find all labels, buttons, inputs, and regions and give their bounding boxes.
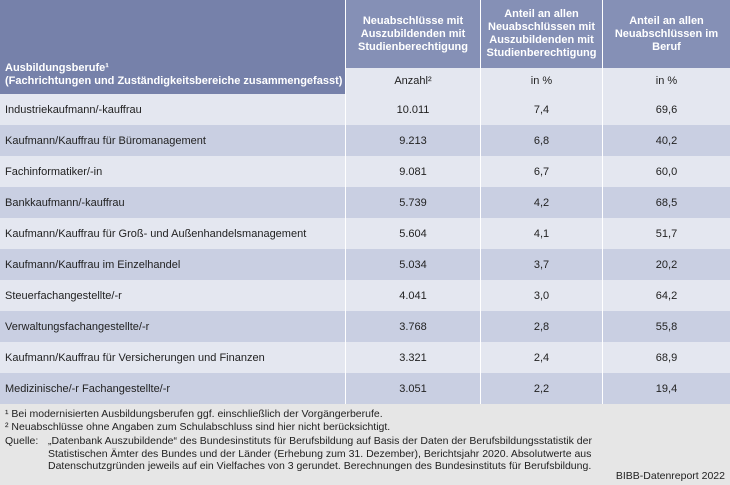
value-cell: 7,4 (480, 94, 602, 125)
value-cell: 4,1 (480, 218, 602, 249)
header-line: Auszubildenden mit (489, 34, 594, 46)
value-cell: 5.739 (345, 187, 480, 218)
value-cell: 9.081 (345, 156, 480, 187)
column-header: Anteil an allen Neuabschlüssen mit Auszubi… (480, 0, 602, 68)
header-line: Anteil an allen (504, 8, 579, 20)
value-cell: 3.051 (345, 373, 480, 404)
value-cell: 20,2 (602, 249, 730, 280)
value-cell: 51,7 (602, 218, 730, 249)
value-cell: 3.768 (345, 311, 480, 342)
value-cell: 2,8 (480, 311, 602, 342)
value-cell: 5.034 (345, 249, 480, 280)
value-cell: 68,9 (602, 342, 730, 373)
value-cell: 5.604 (345, 218, 480, 249)
value-cell: 2,4 (480, 342, 602, 373)
row-label: Kaufmann/Kauffrau für Versicherungen und… (0, 342, 345, 373)
value-cell: 64,2 (602, 280, 730, 311)
header-line: Anteil an allen (629, 14, 704, 27)
value-cell: 9.213 (345, 125, 480, 156)
source-text: Statistischen Ämter des Bundes und der L… (48, 447, 592, 460)
value-cell: 2,2 (480, 373, 602, 404)
value-cell: 60,0 (602, 156, 730, 187)
row-label: Bankkaufmann/-kauffrau (0, 187, 345, 218)
header-line: Neuabschlüsse mit (362, 14, 464, 27)
column-header: Ausbildungsberufe¹ (Fachrichtungen und Zu… (0, 0, 345, 94)
row-label: Industriekaufmann/-kauffrau (0, 94, 345, 125)
value-cell: 40,2 (602, 125, 730, 156)
unit-label: Anzahl² (345, 68, 480, 94)
column-header: Anteil an allen Neuabschlüssen im Beruf (602, 0, 730, 68)
value-cell: 4,2 (480, 187, 602, 218)
footnote: ¹ Bei modernisierten Ausbildungsberufen … (5, 408, 383, 420)
row-label: Fachinformatiker/-in (0, 156, 345, 187)
value-cell: 6,8 (480, 125, 602, 156)
row-label: Kaufmann/Kauffrau im Einzelhandel (0, 249, 345, 280)
value-cell: 3.321 (345, 342, 480, 373)
header-line: Studienberechtigung (486, 47, 597, 59)
value-cell: 3,0 (480, 280, 602, 311)
source-text: Datenschutzgründen jeweils auf ein Vielf… (48, 460, 592, 473)
value-cell: 68,5 (602, 187, 730, 218)
value-cell: 10.011 (345, 94, 480, 125)
value-cell: 69,6 (602, 94, 730, 125)
value-cell: 6,7 (480, 156, 602, 187)
row-label: Kaufmann/Kauffrau für Büromanagement (0, 125, 345, 156)
header-line: Beruf (652, 40, 681, 53)
row-label: Verwaltungsfachangestellte/-r (0, 311, 345, 342)
header-line: (Fachrichtungen und Zuständigkeitsbereic… (5, 75, 343, 87)
footnote: ² Neuabschlüsse ohne Angaben zum Schulab… (5, 420, 391, 433)
header-line: Neuabschlüssen mit (488, 21, 595, 33)
value-cell: 19,4 (602, 373, 730, 404)
row-label: Medizinische/-r Fachangestellte/-r (0, 373, 345, 404)
credit: BIBB-Datenreport 2022 (615, 470, 725, 482)
value-cell: 55,8 (602, 311, 730, 342)
column-header: Neuabschlüsse mit Auszubildenden mit Studi… (345, 0, 480, 68)
unit-label: in % (480, 68, 602, 94)
unit-label: in % (602, 68, 730, 94)
source-text: „Datenbank Auszubildende“ des Bundesinst… (48, 435, 592, 448)
row-label: Kaufmann/Kauffrau für Groß- und Außenhan… (0, 218, 345, 249)
header-line: Neuabschlüssen im (614, 27, 719, 40)
header-line: Studienberechtigung (358, 40, 468, 53)
header-line: Auszubildenden mit (360, 27, 466, 40)
value-cell: 4.041 (345, 280, 480, 311)
footnotes: ¹ Bei modernisierten Ausbildungsberufen … (0, 404, 730, 485)
source-label: Quelle: (5, 435, 39, 448)
value-cell: 3,7 (480, 249, 602, 280)
header-line: Ausbildungsberufe¹ (5, 62, 109, 74)
row-label: Steuerfachangestellte/-r (0, 280, 345, 311)
